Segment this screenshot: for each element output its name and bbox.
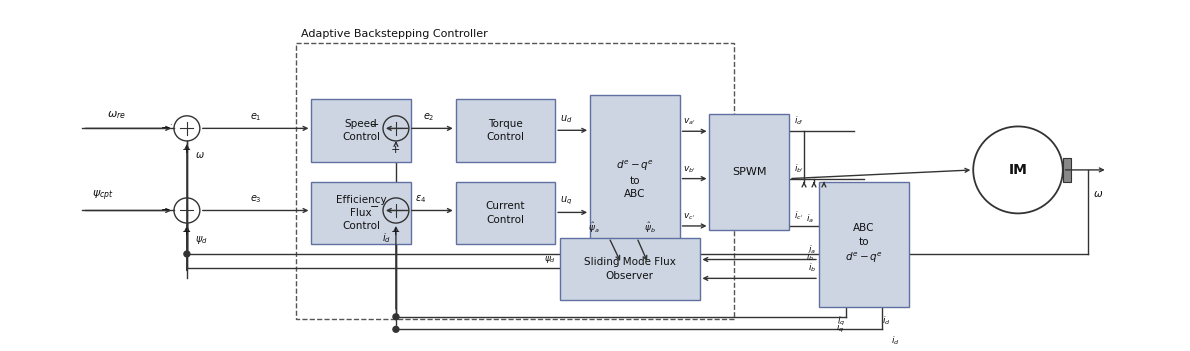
Text: +: + — [392, 145, 401, 155]
Text: $\psi_d$: $\psi_d$ — [195, 234, 207, 246]
Text: $i_q$: $i_q$ — [838, 315, 846, 328]
Text: −: − — [161, 205, 170, 216]
FancyBboxPatch shape — [709, 114, 789, 230]
Text: $i_{b'}$: $i_{b'}$ — [794, 162, 804, 175]
Text: Sliding Mode Flux
Observer: Sliding Mode Flux Observer — [584, 257, 676, 280]
Text: $i_d$: $i_d$ — [890, 334, 900, 347]
FancyBboxPatch shape — [590, 94, 679, 264]
Text: $v_{a'}$: $v_{a'}$ — [683, 117, 695, 127]
Text: $e_2$: $e_2$ — [422, 111, 434, 122]
Text: Current
Control: Current Control — [486, 201, 525, 225]
Text: $d^e-q^e$
to
ABC: $d^e-q^e$ to ABC — [615, 159, 653, 199]
Text: +: + — [182, 145, 192, 155]
Text: $i_q$: $i_q$ — [835, 322, 844, 335]
Text: $i_{c'}$: $i_{c'}$ — [794, 210, 803, 222]
Text: $i_d$: $i_d$ — [382, 231, 392, 245]
Text: ABC
to
$d^e-q^e$: ABC to $d^e-q^e$ — [845, 224, 883, 265]
Text: IM: IM — [1009, 163, 1027, 177]
Text: Speed
Control: Speed Control — [342, 119, 380, 143]
Text: $i_b$: $i_b$ — [806, 251, 814, 263]
Text: $\varepsilon_4$: $\varepsilon_4$ — [415, 193, 426, 205]
Text: $e_3$: $e_3$ — [250, 193, 262, 205]
Text: $u_d$: $u_d$ — [560, 113, 572, 125]
Text: $i_d$: $i_d$ — [882, 315, 890, 327]
Text: $\psi_d$: $\psi_d$ — [544, 253, 556, 265]
Text: −: − — [370, 119, 378, 130]
Text: $i_a$: $i_a$ — [808, 243, 816, 256]
Bar — [1063, 158, 1071, 181]
Circle shape — [393, 314, 399, 320]
FancyBboxPatch shape — [819, 181, 908, 307]
Text: $i_b$: $i_b$ — [808, 262, 816, 274]
Text: +: + — [182, 227, 192, 237]
Bar — [296, 44, 734, 319]
Text: $\psi_{cpt}$: $\psi_{cpt}$ — [93, 188, 114, 203]
Circle shape — [393, 326, 399, 332]
Text: $e_1$: $e_1$ — [250, 111, 262, 122]
Text: Torque
Control: Torque Control — [487, 119, 525, 143]
Text: $\omega$: $\omega$ — [195, 151, 205, 160]
FancyBboxPatch shape — [312, 99, 411, 162]
FancyBboxPatch shape — [560, 238, 700, 300]
Text: Efficiency
Flux
Control: Efficiency Flux Control — [336, 195, 387, 231]
FancyBboxPatch shape — [312, 181, 411, 244]
Text: $\omega$: $\omega$ — [1092, 189, 1103, 199]
Text: $\hat{\psi}_b$: $\hat{\psi}_b$ — [644, 220, 656, 235]
Text: $v_{c'}$: $v_{c'}$ — [683, 212, 695, 222]
Text: $u_q$: $u_q$ — [560, 194, 572, 207]
Text: $i_a$: $i_a$ — [806, 213, 814, 225]
Text: −: − — [161, 123, 170, 133]
Text: $v_{b'}$: $v_{b'}$ — [683, 164, 695, 175]
Text: Adaptive Backstepping Controller: Adaptive Backstepping Controller — [301, 28, 488, 39]
Text: $i_{d'}$: $i_{d'}$ — [794, 115, 804, 127]
Text: $\omega_{re}$: $\omega_{re}$ — [107, 109, 126, 121]
Text: ·: · — [169, 121, 171, 130]
Circle shape — [184, 251, 190, 257]
Text: $\hat{\psi}_a$: $\hat{\psi}_a$ — [589, 220, 600, 235]
Text: +: + — [392, 227, 401, 237]
Text: SPWM: SPWM — [732, 167, 766, 177]
FancyBboxPatch shape — [456, 99, 556, 162]
Text: −: − — [370, 201, 378, 212]
FancyBboxPatch shape — [456, 181, 556, 244]
